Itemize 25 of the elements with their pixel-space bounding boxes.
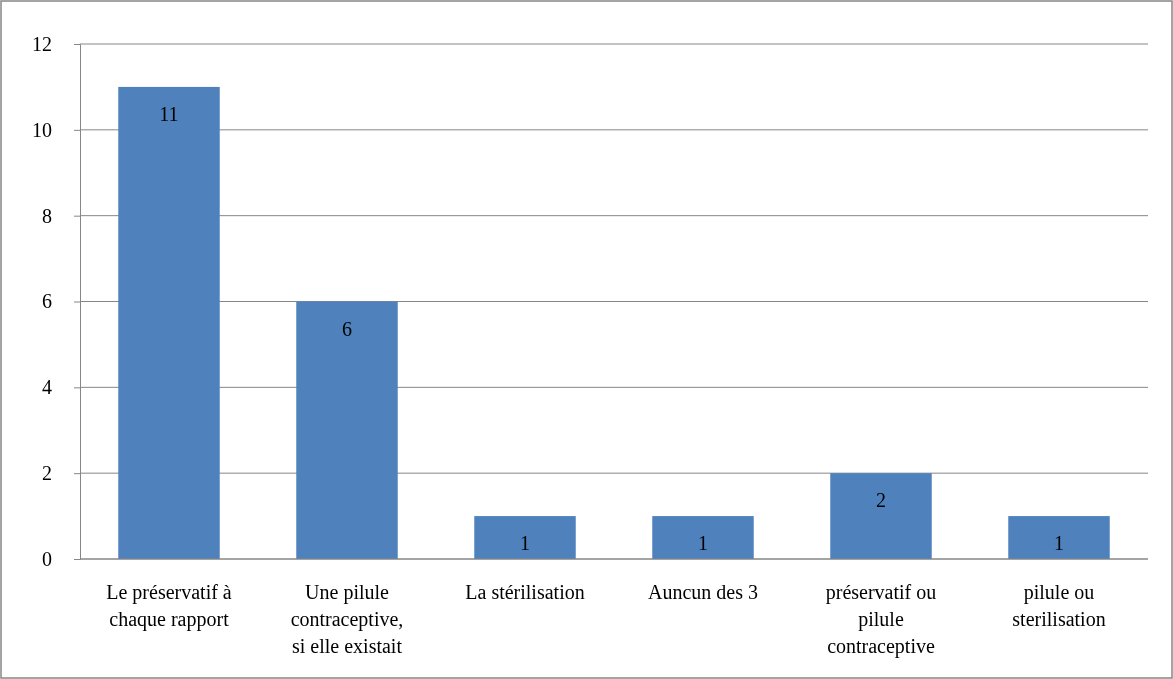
y-tick-label: 4 [42, 376, 52, 399]
bar [1008, 516, 1110, 559]
data-label: 1 [698, 532, 708, 555]
y-tick-label: 8 [42, 204, 52, 227]
data-label: 1 [520, 532, 530, 555]
data-label: 1 [1054, 532, 1064, 555]
bar [296, 301, 398, 559]
x-tick-label: Auncun des 3 [648, 581, 758, 603]
bar [118, 86, 220, 559]
data-label: 6 [342, 317, 352, 340]
bar [652, 516, 754, 559]
x-tick-label: préservatif ou pilule contraceptive [825, 581, 937, 658]
bar [474, 516, 576, 559]
data-label: 11 [159, 102, 179, 125]
y-tick-label: 2 [42, 462, 52, 485]
x-tick-label: pilule ou sterilisation [1012, 581, 1106, 630]
x-tick-label: Le préservatif à chaque rapport [106, 581, 232, 631]
y-tick-label: 0 [42, 547, 52, 570]
y-tick-label: 10 [32, 118, 52, 141]
y-tick-label: 6 [42, 290, 52, 313]
y-tick-label: 12 [32, 32, 52, 55]
x-tick-label: La stérilisation [465, 581, 585, 603]
data-label: 2 [876, 489, 886, 512]
x-tick-label: Une pilule contraceptive, si elle existait [290, 581, 404, 657]
bar [830, 473, 932, 559]
